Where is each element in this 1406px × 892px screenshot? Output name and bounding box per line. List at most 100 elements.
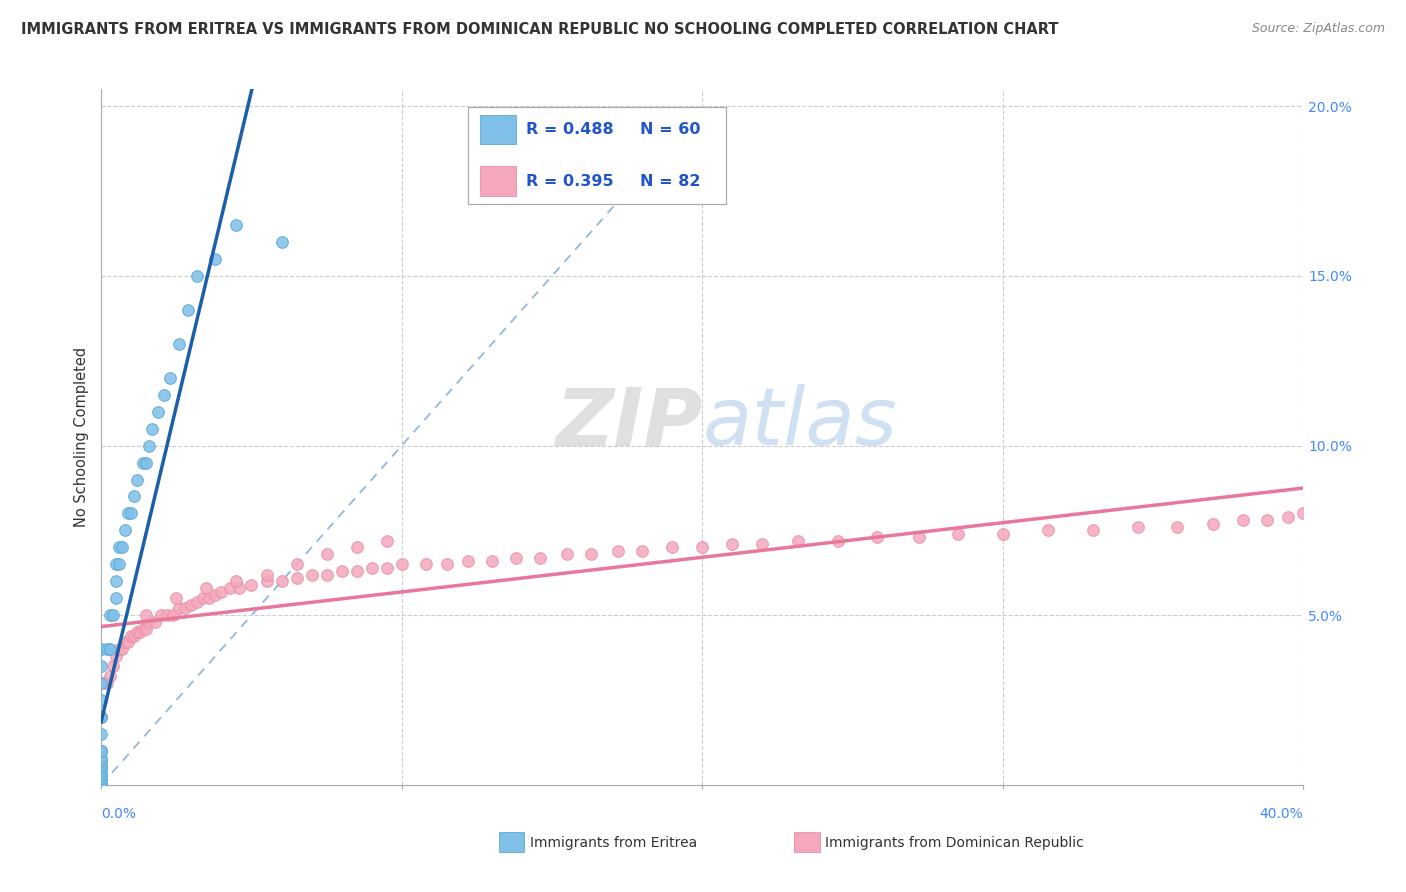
Point [90, 751, 112, 765]
Text: ZIP: ZIP [555, 384, 703, 462]
Point [90, 676, 112, 690]
Bar [479, 115, 516, 145]
Point [204, 252, 226, 266]
Point [481, 554, 503, 568]
Point [193, 591, 215, 606]
Point [111, 642, 134, 657]
Text: 0.0%: 0.0% [101, 807, 136, 822]
Point [555, 547, 578, 561]
Point [90, 710, 112, 724]
Point [90, 778, 112, 792]
Point [108, 541, 131, 555]
Point [132, 456, 155, 470]
Text: N = 82: N = 82 [640, 174, 700, 188]
Point [135, 456, 157, 470]
Point [90, 754, 112, 768]
Text: atlas: atlas [703, 384, 897, 462]
Point [120, 629, 142, 643]
Point [103, 659, 125, 673]
Point [90, 795, 112, 809]
Point [124, 629, 146, 643]
Point [285, 571, 308, 585]
Point [90, 808, 112, 822]
Point [108, 642, 131, 657]
Point [1232, 513, 1254, 527]
Point [90, 642, 112, 657]
Point [90, 693, 112, 707]
Point [270, 574, 292, 589]
Point [721, 537, 744, 551]
Text: 40.0%: 40.0% [1260, 807, 1303, 822]
Point [787, 533, 810, 548]
Point [256, 574, 278, 589]
Point [105, 558, 128, 572]
Point [1081, 524, 1104, 538]
Point [90, 744, 112, 758]
Point [148, 404, 170, 418]
Point [93, 676, 115, 690]
Point [90, 659, 112, 673]
Point [177, 302, 200, 317]
Point [114, 524, 136, 538]
Point [90, 757, 112, 772]
Point [108, 558, 131, 572]
Point [90, 791, 112, 805]
Point [90, 727, 112, 741]
Point [169, 601, 191, 615]
Point [270, 235, 292, 249]
Text: N = 60: N = 60 [640, 122, 700, 137]
Point [162, 608, 184, 623]
Point [285, 558, 308, 572]
Point [98, 642, 121, 657]
Point [1036, 524, 1059, 538]
Point [90, 819, 112, 833]
FancyBboxPatch shape [468, 106, 727, 204]
Point [174, 601, 197, 615]
Point [105, 574, 128, 589]
Text: Immigrants from Dominican Republic: Immigrants from Dominican Republic [825, 836, 1084, 850]
Point [330, 564, 353, 578]
Point [240, 578, 263, 592]
Point [865, 530, 887, 544]
Point [90, 764, 112, 779]
Point [256, 567, 278, 582]
Point [315, 567, 337, 582]
Point [204, 588, 226, 602]
Point [186, 268, 208, 283]
Point [375, 533, 398, 548]
Point [165, 591, 187, 606]
Point [105, 591, 128, 606]
Point [132, 622, 155, 636]
Point [315, 547, 337, 561]
Point [391, 558, 413, 572]
Point [607, 543, 630, 558]
Point [946, 526, 969, 541]
Point [90, 781, 112, 796]
Point [114, 635, 136, 649]
Point [135, 608, 157, 623]
Point [143, 615, 166, 629]
Point [631, 543, 654, 558]
Point [90, 798, 112, 813]
Point [135, 622, 157, 636]
Point [127, 625, 149, 640]
Point [225, 218, 247, 232]
Point [90, 795, 112, 809]
Point [579, 547, 602, 561]
Point [90, 761, 112, 775]
Text: Source: ZipAtlas.com: Source: ZipAtlas.com [1251, 22, 1385, 36]
Point [117, 507, 139, 521]
Point [751, 537, 773, 551]
Point [1166, 520, 1188, 534]
Point [228, 581, 250, 595]
Point [138, 615, 160, 629]
Point [159, 370, 181, 384]
Point [1202, 516, 1225, 531]
Point [661, 541, 683, 555]
Point [505, 550, 527, 565]
Point [1126, 520, 1149, 534]
Point [90, 812, 112, 826]
Point [98, 669, 121, 683]
Point [156, 608, 179, 623]
Point [198, 591, 221, 606]
